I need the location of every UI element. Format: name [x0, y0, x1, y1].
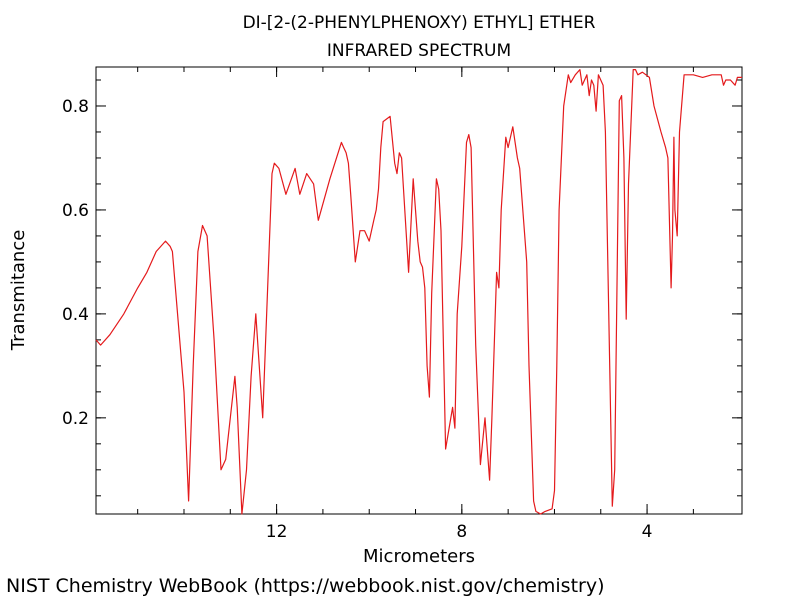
x-tick-label: 8	[456, 522, 467, 542]
x-tick-label: 4	[642, 522, 653, 542]
x-axis-label: Micrometers	[363, 546, 475, 567]
y-tick-label: 0.4	[62, 305, 89, 325]
chart-title: DI-[2-(2-PHENYLPHENOXY) ETHYL] ETHER	[243, 13, 596, 33]
spectrum-series-line	[95, 69, 742, 515]
y-tick-label: 0.2	[62, 409, 89, 429]
y-tick-label: 0.8	[62, 97, 89, 117]
chart-subtitle: INFRARED SPECTRUM	[327, 41, 511, 61]
y-tick-label: 0.6	[62, 201, 89, 221]
x-tick-label: 12	[266, 522, 288, 542]
axis-ticks	[96, 67, 742, 514]
axis-tick-labels: 12 8 4 0.2 0.4 0.6 0.8	[62, 97, 653, 542]
y-axis-label: Transmitance	[8, 230, 29, 352]
plot-area-frame	[95, 66, 743, 515]
source-credit: NIST Chemistry WebBook (https://webbook.…	[6, 575, 605, 597]
